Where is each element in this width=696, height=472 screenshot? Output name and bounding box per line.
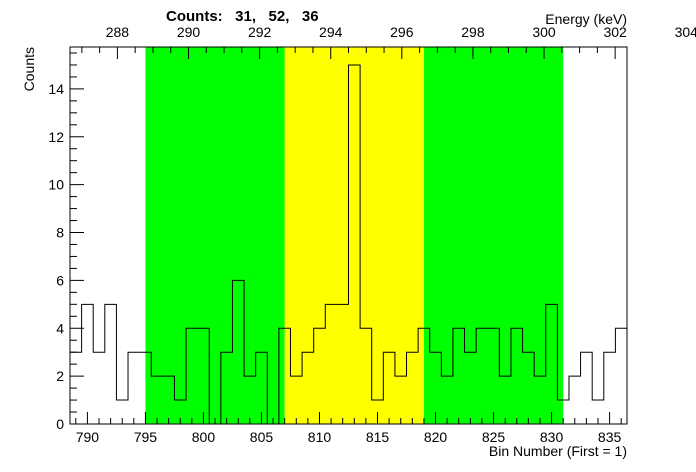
energy-tick-label: 296: [390, 24, 414, 40]
y-tick-label: 4: [56, 320, 64, 336]
x-tick-label: 830: [540, 429, 564, 445]
axes: 790 795 800 805 810 815 820 825 830 8350246810121…: [48, 24, 696, 445]
y-tick-label: 2: [56, 368, 64, 384]
energy-tick-label: 292: [248, 24, 272, 40]
region-band-2: [423, 47, 564, 424]
x-tick-label: 805: [250, 429, 274, 445]
x-tick-label: 790: [76, 429, 100, 445]
energy-tick-label: 304: [675, 24, 696, 40]
y-tick-label: 0: [56, 416, 64, 432]
x-tick-label: 815: [366, 429, 390, 445]
energy-tick-label: 302: [603, 24, 627, 40]
energy-tick-label: 300: [532, 24, 556, 40]
chart-title: Counts: 31, 52, 36: [166, 8, 319, 25]
x-tick-label: 795: [134, 429, 158, 445]
y-axis-label: Counts: [21, 47, 37, 91]
x-tick-label: 810: [308, 429, 332, 445]
region-band-0: [145, 47, 285, 424]
energy-tick-label: 288: [106, 24, 130, 40]
energy-tick-label: 294: [319, 24, 343, 40]
y-tick-label: 6: [56, 272, 64, 288]
energy-tick-label: 298: [461, 24, 485, 40]
histogram: [70, 64, 627, 425]
x-tick-label: 825: [482, 429, 506, 445]
x-axis-label: Bin Number (First = 1): [489, 443, 627, 459]
x-tick-label: 835: [598, 429, 622, 445]
y-tick-label: 14: [48, 81, 64, 97]
histogram-line: [70, 64, 627, 425]
region-bands: [145, 47, 564, 424]
y-tick-label: 8: [56, 225, 64, 241]
x-tick-label: 800: [192, 429, 216, 445]
x-tick-label: 820: [424, 429, 448, 445]
energy-tick-label: 290: [177, 24, 201, 40]
y-tick-label: 10: [48, 177, 64, 193]
energy-axis-label: Energy (keV): [545, 11, 627, 27]
y-tick-label: 12: [48, 129, 64, 145]
region-band-1: [284, 47, 424, 424]
